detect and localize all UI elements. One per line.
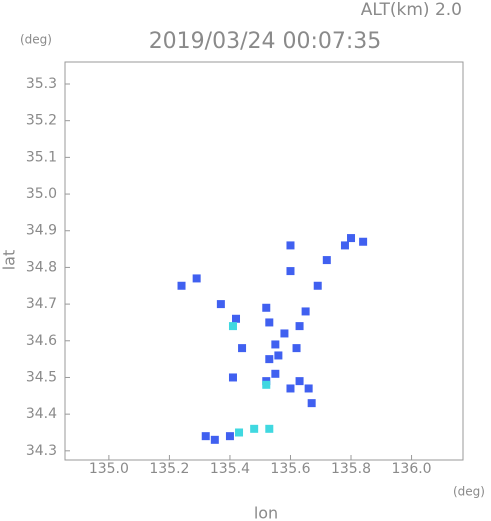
y-tick-label: 34.7 [26, 296, 57, 312]
echo-cell [307, 399, 316, 408]
y-tick-label: 35.1 [26, 149, 57, 165]
echo-cell [292, 344, 301, 353]
echo-cell [340, 241, 349, 250]
echo-cell [177, 281, 186, 290]
echo-cell [271, 340, 280, 349]
x-tick-label: 136.0 [392, 461, 432, 477]
x-tick-label: 135.0 [89, 461, 129, 477]
y-axis-label: lat [0, 250, 19, 271]
echo-cell [286, 267, 295, 276]
y-tick-label: 35.3 [26, 76, 57, 92]
echo-cell [232, 314, 241, 323]
echo-cell [228, 322, 237, 331]
chart-title: 2019/03/24 00:07:35 [149, 29, 382, 54]
echo-cell [280, 329, 289, 338]
x-axis-label: lon [254, 504, 278, 521]
y-tick-label: 35.0 [26, 186, 57, 202]
y-tick-label: 34.3 [26, 443, 57, 459]
y-tick-label: 34.9 [26, 223, 57, 239]
y-unit: (deg) [20, 33, 52, 47]
y-tick-label: 34.4 [26, 406, 57, 422]
echo-cell [359, 237, 368, 246]
y-tick-label: 35.2 [26, 113, 57, 129]
echo-cell [274, 351, 283, 360]
echo-cell [322, 256, 331, 265]
plot-frame [64, 61, 464, 461]
y-tick-label: 34.5 [26, 369, 57, 385]
y-tick-label: 34.6 [26, 333, 57, 349]
echo-cell [295, 322, 304, 331]
echo-cell [313, 281, 322, 290]
echo-cell [262, 303, 271, 312]
echo-cell [262, 380, 271, 389]
x-tick-label: 135.8 [331, 461, 371, 477]
echo-cell [250, 424, 259, 433]
echo-cell [210, 435, 219, 444]
echo-cell [301, 307, 310, 316]
echo-cell [304, 384, 313, 393]
x-tick-label: 135.4 [210, 461, 250, 477]
echo-cell [286, 384, 295, 393]
echo-cell [201, 432, 210, 441]
x-tick-label: 135.2 [149, 461, 189, 477]
y-tick-label: 34.8 [26, 259, 57, 275]
echo-cell [347, 234, 356, 243]
subtitle: ALT(km) 2.0 [361, 0, 462, 20]
echo-cell [286, 241, 295, 250]
echo-cell [295, 377, 304, 386]
echo-cell [271, 369, 280, 378]
x-unit: (deg) [453, 485, 485, 499]
echo-cell [265, 318, 274, 327]
x-tick-label: 135.6 [270, 461, 310, 477]
echo-cell [265, 355, 274, 364]
echo-cell [216, 300, 225, 309]
echo-cell [265, 424, 274, 433]
echo-cell [238, 344, 247, 353]
echo-cell [192, 274, 201, 283]
echo-cell [225, 432, 234, 441]
echo-cell [235, 428, 244, 437]
echo-cell [228, 373, 237, 382]
